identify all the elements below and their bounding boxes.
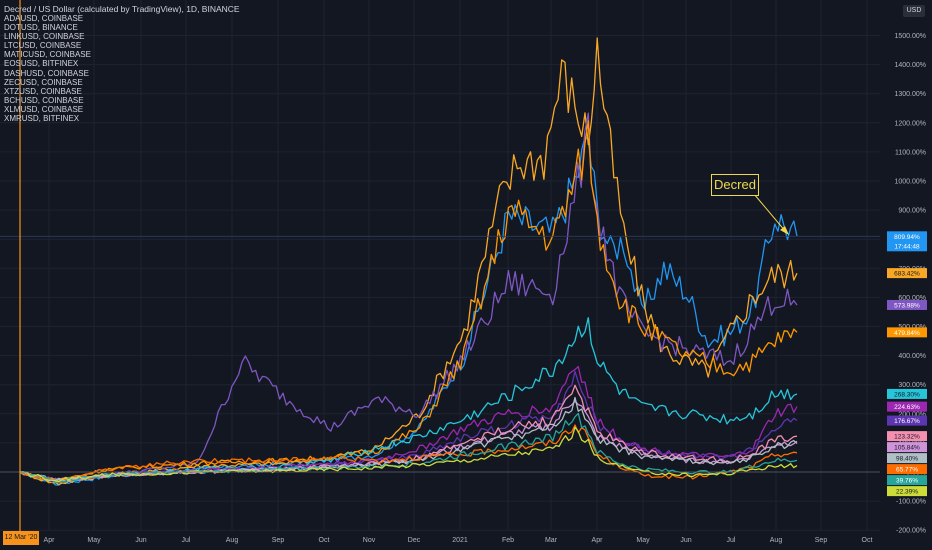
- x-tick-label: Nov: [363, 537, 376, 544]
- last-value-tag: [887, 431, 927, 442]
- legend: Decred / US Dollar (calculated by Tradin…: [4, 4, 240, 123]
- series-line: [19, 112, 798, 484]
- annotation-arrow: [753, 193, 787, 233]
- last-value-tag: [887, 415, 927, 426]
- crosshair-date-badge: 12 Mar '20: [3, 531, 39, 545]
- legend-entry[interactable]: XTZUSD, COINBASE: [4, 86, 82, 96]
- countdown-text: 17:44:48: [894, 243, 920, 250]
- last-value-tag: [887, 388, 927, 399]
- x-tick-label: Dec: [408, 537, 421, 544]
- x-tick-label: 2021: [452, 537, 468, 544]
- last-value-text: 683.42%: [894, 271, 920, 278]
- x-tick-label: Aug: [770, 537, 783, 544]
- legend-entry[interactable]: BCHUSD, COINBASE: [4, 95, 84, 105]
- x-tick-label: May: [636, 537, 650, 544]
- y-tick-label: 1300.00%: [894, 91, 926, 98]
- x-tick-label: Jun: [680, 537, 691, 544]
- series-line: [19, 424, 798, 483]
- last-value-text: 224.63%: [894, 404, 920, 411]
- last-value-tag: [887, 464, 927, 475]
- legend-entry[interactable]: XLMUSD, COINBASE: [4, 104, 84, 114]
- x-tick-label: Jun: [135, 537, 146, 544]
- legend-entry[interactable]: MATICUSD, COINBASE: [4, 50, 91, 60]
- last-value-tag: [887, 327, 927, 338]
- x-tick-label: Apr: [44, 537, 56, 544]
- last-value-tag: [887, 231, 927, 252]
- y-tick-label: 900.00%: [898, 208, 926, 215]
- legend-entry[interactable]: ADAUSD, COINBASE: [4, 14, 84, 23]
- overlays: [0, 0, 880, 531]
- y-tick-label: 1400.00%: [894, 62, 926, 69]
- y-tick-label: 1200.00%: [894, 120, 926, 127]
- x-tick-label: Sep: [815, 537, 828, 544]
- y-tick-label: 1000.00%: [894, 179, 926, 186]
- y-tick-label: -100.00%: [896, 499, 926, 506]
- x-axis: Apr May Jun Jul Aug Sep Oct Nov Dec 2021 Feb Mar Apr…: [44, 537, 873, 544]
- last-value-text: 479.84%: [894, 330, 920, 337]
- last-value-tag: [887, 442, 927, 453]
- last-value-text: 105.84%: [894, 445, 920, 452]
- y-tick-label: 200.00%: [898, 411, 926, 418]
- x-tick-label: Aug: [226, 537, 239, 544]
- y-tick-label: 600.00%: [898, 295, 926, 302]
- legend-entry[interactable]: XMRUSD, BITFINEX: [4, 114, 80, 124]
- legend-entry[interactable]: EOSUSD, BITFINEX: [4, 59, 79, 69]
- last-value-text: 573.98%: [894, 302, 920, 309]
- annotation-arrowhead: [780, 226, 789, 235]
- x-tick-label: Jul: [182, 537, 191, 544]
- series-lines: [19, 37, 798, 486]
- y-tick-label: 1100.00%: [895, 149, 926, 156]
- last-value-text: 65.77%: [896, 467, 918, 474]
- last-value-tag: [887, 268, 927, 279]
- last-value-text: 176.67%: [894, 418, 920, 425]
- last-value-tag: [887, 475, 927, 486]
- legend-entry[interactable]: LINKUSD, COINBASE: [4, 32, 85, 42]
- last-value-tag: [887, 401, 927, 412]
- x-tick-label: Apr: [592, 537, 604, 544]
- x-tick-label: Jul: [727, 537, 736, 544]
- last-value-text: 22.39%: [896, 489, 918, 496]
- legend-entry[interactable]: ZECUSD, COINBASE: [4, 77, 83, 87]
- last-value-tag: [887, 453, 927, 464]
- y-tick-label: 1500.00%: [894, 33, 926, 40]
- last-value-tag: [887, 299, 927, 310]
- legend-entry[interactable]: DOTUSD, BINANCE: [4, 23, 78, 33]
- last-value-text: 268.30%: [894, 391, 920, 398]
- legend-entry[interactable]: DASHUSD, COINBASE: [4, 68, 89, 78]
- x-tick-label: Oct: [862, 537, 873, 544]
- series-line: [19, 400, 798, 482]
- last-value-labels: 809.94% 17:44:48 683.42% 573.98% 479.84% 268.…: [887, 231, 927, 497]
- y-tick-label: 300.00%: [898, 382, 926, 389]
- series-line: [19, 37, 798, 486]
- legend-entry[interactable]: LTCUSD, COINBASE: [4, 41, 82, 51]
- currency-unit-button[interactable]: USD: [903, 5, 925, 17]
- last-value-text: 39.76%: [896, 478, 918, 485]
- y-tick-label: -200.00%: [896, 528, 926, 535]
- x-tick-label: Oct: [319, 537, 330, 544]
- last-value-text: 98.40%: [896, 456, 918, 463]
- series-line: [19, 120, 798, 482]
- series-line: [19, 426, 798, 483]
- x-tick-label: Sep: [272, 537, 285, 544]
- last-value-text: 809.94%: [894, 234, 920, 241]
- y-tick-label: 400.00%: [898, 353, 926, 360]
- x-tick-label: Mar: [545, 537, 558, 544]
- chart-title: Decred / US Dollar (calculated by Tradin…: [4, 4, 240, 14]
- last-value-text: 123.32%: [894, 434, 920, 441]
- x-tick-label: May: [87, 537, 101, 544]
- x-tick-label: Feb: [502, 537, 514, 544]
- decred-annotation[interactable]: Decred: [711, 174, 759, 196]
- last-value-tag: [887, 486, 927, 497]
